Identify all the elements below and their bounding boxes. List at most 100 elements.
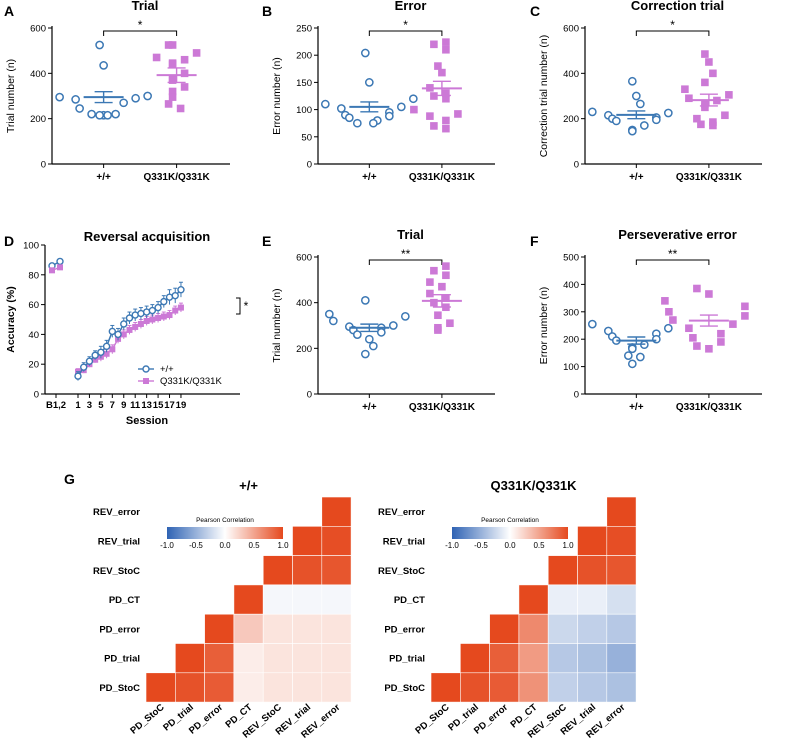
heatmap-cell	[577, 555, 608, 586]
column-label: PD_StoC	[413, 702, 451, 737]
heatmap-cell	[430, 672, 461, 703]
legend-marker	[143, 378, 149, 384]
mutant-point	[705, 344, 713, 353]
mutant-point	[126, 326, 133, 333]
row-label: PD_error	[384, 624, 425, 635]
wt-point	[368, 341, 378, 351]
mutant-point	[192, 49, 201, 57]
y-axis-label: Error number (n)	[271, 57, 283, 135]
mutant-point	[442, 294, 450, 302]
wt-point	[631, 91, 641, 101]
y-tick-label: 40	[28, 330, 39, 341]
heatmap-cell	[547, 643, 578, 674]
wt-point	[639, 121, 649, 130]
mutant-point	[741, 302, 749, 311]
mutant-point	[729, 320, 737, 328]
y-axis-label: Correction trial number (n)	[538, 35, 550, 158]
colorbar-tick-label: -1.0	[445, 541, 459, 550]
mutant-point	[701, 50, 709, 58]
mutant-point	[442, 45, 450, 54]
legend-marker	[142, 365, 150, 373]
wt-point	[364, 334, 374, 344]
heatmap-wt: +/+ REV_error REV_trial REV_StoC PD_CT PD_err…	[93, 478, 352, 741]
heatmap-cell	[489, 672, 520, 703]
heatmap-cell	[547, 584, 578, 615]
mutant-point	[705, 290, 713, 298]
y-tick-label: 200	[30, 114, 46, 125]
mutant-point	[120, 331, 127, 338]
y-tick-label: 600	[296, 253, 312, 264]
wt-point	[352, 118, 362, 128]
heatmap-cell	[292, 672, 323, 703]
wt-point	[328, 316, 338, 326]
row-label: REV_error	[378, 507, 425, 518]
x-tick-label: Q331K/Q331K	[409, 172, 476, 183]
heatmap-cell	[233, 613, 264, 644]
significance-bracket	[635, 259, 710, 265]
panel-letter: A	[4, 3, 14, 19]
heatmap-cell	[321, 584, 352, 615]
mutant-point	[442, 124, 450, 133]
mutant-point	[180, 55, 189, 64]
significance-marker: *	[244, 299, 249, 313]
mutant-point	[137, 320, 144, 327]
wt-point	[627, 76, 637, 86]
heatmap-cell	[577, 613, 608, 644]
mutant-point	[685, 94, 693, 103]
mutant-point	[168, 76, 177, 84]
heatmap-cell	[459, 643, 490, 674]
colorbar-tick-label: -0.5	[189, 541, 203, 550]
heatmap-cell	[518, 672, 549, 703]
wt-point	[400, 312, 410, 321]
wt-point	[102, 342, 111, 351]
panel-letter: G	[64, 471, 75, 487]
colorbar-label: Pearson Correlation	[196, 517, 254, 524]
mutant-point	[681, 85, 689, 93]
mutant-point	[665, 308, 673, 316]
mutant-point	[434, 326, 442, 334]
heatmap-cell	[577, 672, 608, 703]
row-label: REV_trial	[98, 536, 140, 547]
row-label: PD_trial	[104, 654, 140, 665]
mutant-point	[434, 62, 442, 70]
mutant-point	[168, 93, 177, 101]
y-tick-label: 200	[563, 335, 579, 346]
y-tick-label: 20	[28, 360, 39, 371]
y-tick-label: 0	[574, 160, 579, 171]
wt-point	[651, 334, 661, 344]
panel-D: D Reversal acquisition 0 20 40 60 80 100 Accurac…	[4, 229, 249, 427]
row-label: PD_StoC	[384, 683, 425, 694]
wt-point	[651, 115, 661, 125]
wt-point	[376, 328, 386, 337]
wt-point	[627, 126, 637, 136]
y-tick-label: 50	[301, 132, 312, 143]
wt-point	[177, 286, 185, 294]
x-tick-label: +/+	[629, 172, 644, 183]
mutant-point	[454, 110, 462, 118]
y-tick-label: 100	[296, 105, 312, 116]
mutant-point	[155, 315, 162, 322]
wt-point	[623, 351, 633, 360]
heatmap-cell	[489, 643, 520, 674]
mutant-point	[717, 338, 725, 346]
mutant-point	[693, 342, 701, 350]
x-tick-label: 17	[164, 400, 175, 411]
panel-C: C Correction trial 0 200 400 600 Correction tr…	[530, 0, 762, 183]
wt-point	[95, 110, 104, 120]
wt-point	[360, 349, 370, 359]
heatmap-cell	[292, 643, 323, 674]
heatmap-cell	[175, 672, 205, 703]
y-tick-label: 250	[296, 24, 312, 35]
mutant-point	[109, 346, 116, 353]
mutant-point	[442, 38, 450, 46]
heatmap-mutant: Q331K/Q331K REV_error REV_trial REV_StoC PD_…	[378, 478, 637, 741]
colorbar-tick-label: 0.0	[219, 541, 231, 550]
x-tick-label: Q331K/Q331K	[676, 402, 743, 413]
mutant-point	[152, 53, 161, 62]
heatmap-cell	[321, 525, 352, 556]
y-tick-label: 500	[563, 253, 579, 264]
row-label: REV_trial	[383, 536, 425, 547]
y-tick-label: 200	[563, 114, 579, 125]
colorbar-tick-label: -0.5	[474, 541, 488, 550]
mutant-point	[701, 103, 709, 112]
